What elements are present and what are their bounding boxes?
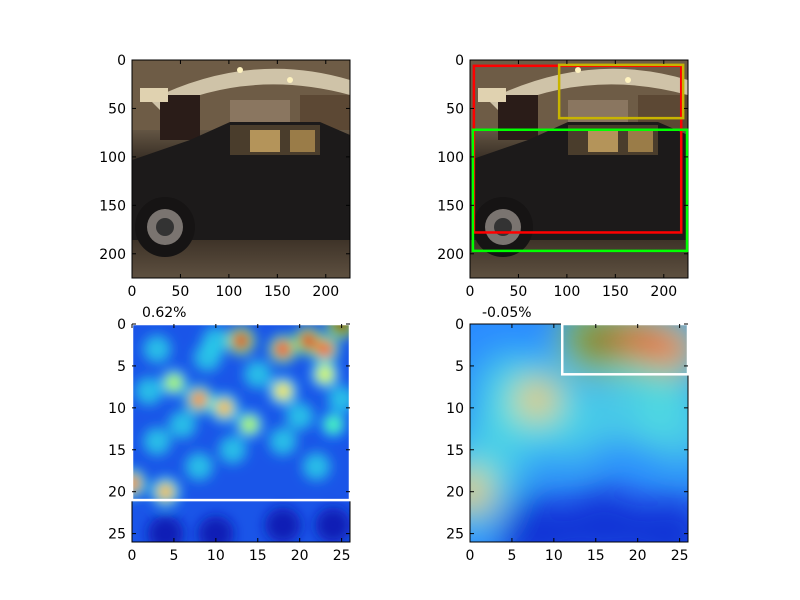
heat-spot xyxy=(639,384,688,465)
heatmap-panel-left xyxy=(132,324,350,542)
heatmap-box xyxy=(130,322,352,502)
heat-spot xyxy=(332,324,350,333)
bounding-box xyxy=(130,322,352,502)
y-tick-label: 100 xyxy=(99,150,126,166)
y-tick-label: 200 xyxy=(99,247,126,263)
heat-spot xyxy=(268,427,297,456)
x-tick-label: 0 xyxy=(128,284,137,300)
x-tick-label: 50 xyxy=(172,284,190,300)
x-tick-label: 10 xyxy=(545,548,563,564)
photo-panel-boxes xyxy=(470,60,688,278)
y-tick-label: 15 xyxy=(108,443,126,459)
x-tick-label: 0 xyxy=(466,548,475,564)
heat-spot xyxy=(285,402,314,431)
x-tick-label: 10 xyxy=(207,548,225,564)
heat-spot xyxy=(240,415,259,434)
x-tick-label: 50 xyxy=(510,284,528,300)
x-tick-label: 20 xyxy=(291,548,309,564)
bounding-box xyxy=(471,128,689,253)
photo-panel-original xyxy=(132,60,350,278)
x-tick-label: 20 xyxy=(629,548,647,564)
y-tick-label: 0 xyxy=(455,53,464,69)
y-tick-label: 150 xyxy=(99,198,126,214)
heat-spot xyxy=(143,335,172,364)
heatmap-title-right: -0.05% xyxy=(482,305,532,321)
heat-spot xyxy=(232,331,250,350)
heat-spot xyxy=(190,390,209,409)
y-tick-label: 20 xyxy=(108,485,126,501)
y-tick-label: 0 xyxy=(117,317,126,333)
heat-spot xyxy=(315,507,350,542)
y-tick-label: 0 xyxy=(455,317,464,333)
heat-spot xyxy=(615,324,660,363)
x-tick-label: 25 xyxy=(333,548,351,564)
y-tick-label: 100 xyxy=(437,150,464,166)
x-tick-label: 100 xyxy=(554,284,581,300)
heat-spot xyxy=(201,326,230,355)
heat-spot xyxy=(315,340,334,359)
bounding-box xyxy=(560,322,690,376)
heat-spot xyxy=(315,365,334,384)
y-tick-label: 50 xyxy=(446,101,464,117)
y-tick-label: 5 xyxy=(455,359,464,375)
y-tick-label: 0 xyxy=(117,53,126,69)
bounding-boxes xyxy=(471,63,689,253)
heat-spot xyxy=(649,327,688,372)
y-tick-label: 50 xyxy=(108,101,126,117)
photo-frame xyxy=(131,59,351,279)
x-tick-label: 200 xyxy=(650,284,677,300)
heatmap-box xyxy=(560,322,690,376)
heat-spot xyxy=(470,469,492,514)
heat-spot xyxy=(215,398,234,417)
heatmap-title-left: 0.62% xyxy=(142,305,186,321)
y-tick-label: 5 xyxy=(117,359,126,375)
x-tick-label: 0 xyxy=(128,548,137,564)
y-tick-label: 25 xyxy=(446,527,464,543)
x-tick-label: 25 xyxy=(671,548,689,564)
heat-spot xyxy=(185,452,214,481)
heat-spot xyxy=(515,377,560,422)
y-tick-label: 10 xyxy=(446,401,464,417)
heat-spot xyxy=(324,415,343,434)
x-tick-label: 100 xyxy=(216,284,243,300)
heat-spot xyxy=(147,515,184,542)
heat-spot xyxy=(243,360,272,389)
heat-spot xyxy=(327,385,350,414)
heat-spot xyxy=(273,382,292,401)
heat-spot xyxy=(156,482,175,501)
heat-spot xyxy=(264,507,301,542)
heat-spot xyxy=(302,452,331,481)
x-tick-label: 15 xyxy=(249,548,267,564)
heat-spot xyxy=(164,373,183,392)
heatmap-panel-right xyxy=(470,324,688,542)
y-tick-label: 15 xyxy=(446,443,464,459)
heat-spot xyxy=(273,340,292,359)
bounding-box xyxy=(557,63,685,120)
heat-spot xyxy=(197,515,234,542)
y-tick-label: 20 xyxy=(446,485,464,501)
y-tick-label: 25 xyxy=(108,527,126,543)
heat-spot xyxy=(132,474,141,493)
heat-spot xyxy=(564,485,645,542)
x-tick-label: 200 xyxy=(312,284,339,300)
heat-spot xyxy=(143,427,172,456)
heat-spot xyxy=(218,435,247,464)
y-tick-label: 10 xyxy=(108,401,126,417)
heat-spot xyxy=(631,493,688,542)
y-tick-label: 200 xyxy=(437,247,464,263)
x-tick-label: 5 xyxy=(507,548,516,564)
y-tick-label: 150 xyxy=(437,198,464,214)
x-tick-label: 0 xyxy=(466,284,475,300)
x-tick-label: 5 xyxy=(169,548,178,564)
x-tick-label: 150 xyxy=(264,284,291,300)
x-tick-label: 15 xyxy=(587,548,605,564)
heat-spot xyxy=(168,410,197,439)
heat-spot xyxy=(497,493,578,542)
x-tick-label: 150 xyxy=(602,284,629,300)
heat-spot xyxy=(134,377,163,406)
heat-spot xyxy=(299,331,318,350)
heat-spot xyxy=(573,324,618,363)
